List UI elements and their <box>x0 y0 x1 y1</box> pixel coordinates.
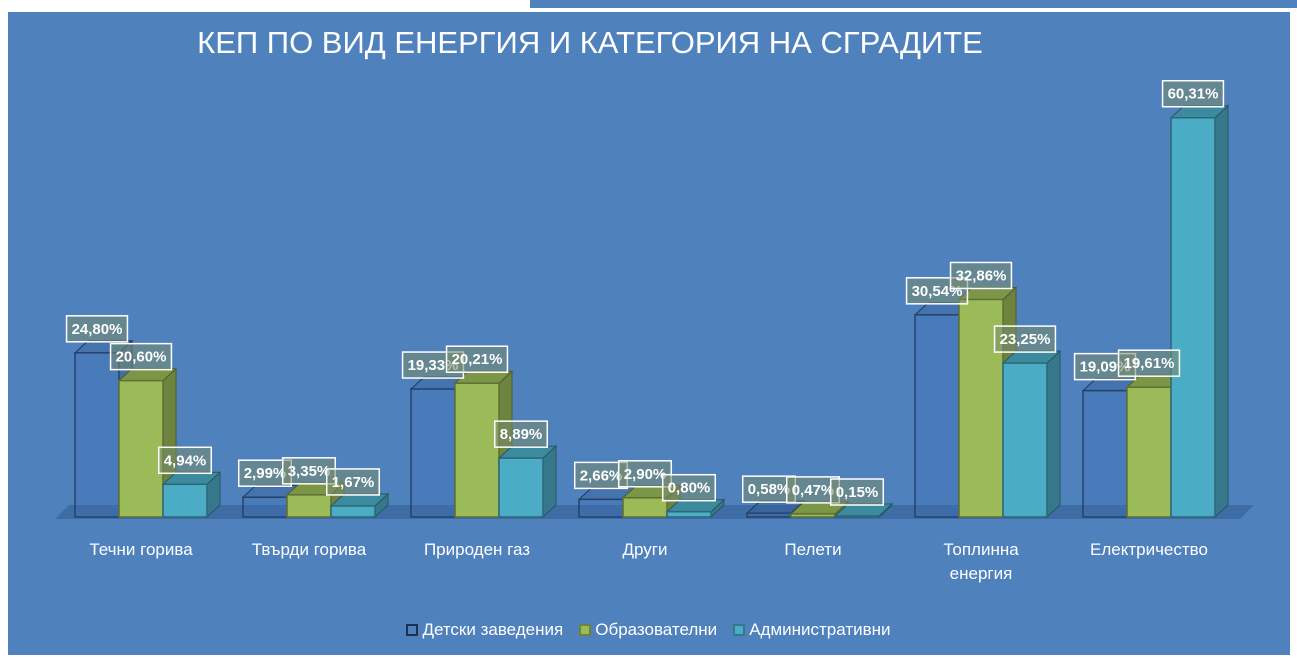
bar <box>1082 389 1128 518</box>
legend-item: Детски заведения <box>406 620 563 640</box>
bar <box>914 314 960 518</box>
data-label-text: 19,61% <box>1124 355 1175 372</box>
data-label-text: 60,31% <box>1168 86 1219 103</box>
x-tick-label: Електричество <box>1090 540 1208 559</box>
x-tick-label: Други <box>622 540 668 559</box>
data-label-text: 1,67% <box>332 474 375 491</box>
data-label-box <box>493 420 549 448</box>
data-label-text: 4,94% <box>164 452 207 469</box>
legend-label: Образователни <box>595 620 718 639</box>
data-label: 19,61% <box>1117 349 1181 377</box>
x-tick-label: Течни горива <box>89 540 193 559</box>
legend: Детски заведения Образователни Администрат… <box>0 620 1297 640</box>
data-label-text: 0,80% <box>668 480 711 497</box>
legend-swatch <box>579 624 592 636</box>
data-label: 24,80% <box>65 315 129 343</box>
data-label-text: 30,54% <box>912 283 963 300</box>
data-label: 0,80% <box>661 473 717 502</box>
bar <box>454 382 500 518</box>
legend-item: Образователни <box>579 620 717 640</box>
bar <box>286 494 332 518</box>
data-label-text: 0,15% <box>836 484 879 501</box>
data-label: 8,89% <box>493 420 549 448</box>
bar <box>410 388 456 518</box>
data-label-box <box>1117 349 1181 377</box>
data-label: 60,31% <box>1161 79 1225 108</box>
data-label: 32,86% <box>949 261 1013 290</box>
bar <box>834 515 880 518</box>
chart-background <box>8 12 1290 655</box>
data-label-text: 3,35% <box>288 463 331 480</box>
x-tick-label: Топлинна енергия <box>943 540 1019 583</box>
data-label-text: 23,25% <box>1000 331 1051 348</box>
data-label: 2,90% <box>617 460 673 488</box>
bar <box>1170 116 1216 518</box>
bar <box>74 352 120 518</box>
data-label-box <box>445 345 509 373</box>
chart-background <box>530 0 1297 8</box>
bar-side <box>1046 349 1061 519</box>
data-label: 4,94% <box>157 446 213 475</box>
legend-label: Детски заведения <box>422 620 564 639</box>
data-label-text: 0,58% <box>748 481 791 498</box>
data-label-box <box>157 446 213 475</box>
bar <box>958 298 1004 518</box>
legend-swatch <box>406 624 419 636</box>
x-tick-label: Пелети <box>784 540 842 559</box>
data-label-box <box>949 261 1013 290</box>
bar <box>498 457 544 518</box>
data-label-text: 24,80% <box>72 321 123 338</box>
bar <box>578 498 624 518</box>
legend-label: Административни <box>749 620 891 639</box>
data-label: 0,15% <box>829 478 885 506</box>
data-label-text: 19,09% <box>1080 359 1131 376</box>
data-label-text: 2,66% <box>580 467 623 484</box>
bar <box>666 510 712 518</box>
data-label-text: 19,33% <box>408 357 459 374</box>
data-label: 20,21% <box>445 345 509 373</box>
bar-side <box>1214 104 1229 519</box>
data-label-text: 20,60% <box>116 349 167 366</box>
data-label-text: 2,99% <box>244 465 287 482</box>
bar <box>1002 362 1048 518</box>
legend-item: Административни <box>733 620 891 640</box>
data-label-box <box>993 325 1057 353</box>
data-label-text: 20,21% <box>452 351 503 368</box>
data-label-text: 32,86% <box>956 267 1007 284</box>
data-label-box <box>661 473 717 502</box>
data-label-box <box>109 342 173 371</box>
bar <box>790 513 836 518</box>
data-label: 1,67% <box>325 468 381 496</box>
x-tick-label: Природен газ <box>423 540 531 559</box>
data-label-box <box>829 478 885 506</box>
data-label-text: 8,89% <box>500 426 543 443</box>
bar <box>162 483 208 518</box>
bar <box>1126 386 1172 518</box>
bar <box>622 497 668 518</box>
chart-title: КЕП ПО ВИД ЕНЕРГИЯ И КАТЕГОРИЯ НА СГРАДИ… <box>197 25 983 60</box>
data-label-text: 2,90% <box>624 466 667 483</box>
data-label-text: 0,47% <box>792 482 835 499</box>
data-label: 23,25% <box>993 325 1057 353</box>
bar <box>118 379 164 518</box>
data-label-box <box>65 315 129 343</box>
bar <box>242 496 288 518</box>
x-tick-label: Твърди горива <box>251 540 367 559</box>
data-label-box <box>325 468 381 496</box>
data-label-box <box>1161 79 1225 108</box>
bar <box>330 505 376 518</box>
bar <box>746 512 792 518</box>
legend-swatch <box>733 624 746 636</box>
data-label: 20,60% <box>109 342 173 371</box>
